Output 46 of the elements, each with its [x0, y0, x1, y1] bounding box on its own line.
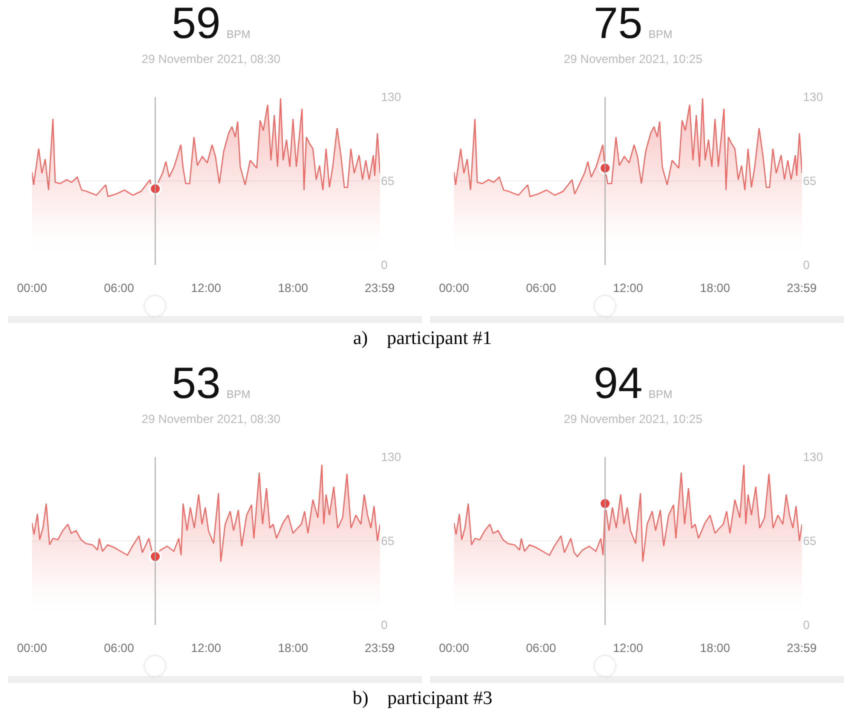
x-tick-label: 18:00 [700, 281, 730, 295]
x-tick-label: 06:00 [104, 281, 134, 295]
chart-subtitle: 29 November 2021, 08:30 [140, 412, 282, 426]
x-tick-label: 12:00 [190, 641, 222, 655]
chart-title: 59 [172, 0, 221, 48]
x-tick-label: 06:00 [104, 641, 134, 655]
text: a) participant #1 [352, 327, 493, 351]
y-tick-label: 65 [803, 174, 817, 188]
x-tick-label: 06:00 [526, 641, 556, 655]
chart-title: 53 [172, 359, 221, 408]
x-tick-label: 06:00 [526, 281, 556, 295]
chart-title: 75 [594, 0, 643, 48]
chart-subtitle: 29 November 2021, 08:30 [140, 52, 282, 66]
y-tick-label: 65 [381, 174, 395, 188]
y-tick-label: 130 [803, 450, 824, 464]
x-tick-label: 00:00 [16, 281, 48, 295]
x-tick-label: 00:00 [438, 281, 470, 295]
y-tick-label: 130 [381, 90, 402, 104]
chart-subtitle: 29 November 2021, 10:25 [562, 412, 704, 426]
y-tick-label: 130 [803, 90, 824, 104]
y-tick-label: 0 [803, 618, 810, 632]
y-tick-label: 0 [803, 258, 810, 272]
x-tick-label: 18:00 [278, 281, 308, 295]
text: b) participant #3 [352, 687, 494, 711]
text: BPM [226, 389, 250, 401]
y-tick-label: 65 [803, 534, 817, 548]
chart-subtitle: 29 November 2021, 10:25 [562, 52, 704, 66]
text: BPM [648, 29, 672, 41]
x-tick-label: 18:00 [700, 641, 730, 655]
x-tick-label: 12:00 [612, 281, 644, 295]
x-tick-label: 23:59 [364, 281, 396, 295]
x-tick-label: 23:59 [364, 641, 396, 655]
text: BPM [648, 389, 672, 401]
x-tick-label: 00:00 [438, 641, 470, 655]
x-tick-label: 00:00 [16, 641, 48, 655]
x-tick-label: 23:59 [786, 641, 818, 655]
chart-title: 94 [594, 359, 643, 408]
x-tick-label: 23:59 [786, 281, 818, 295]
y-tick-label: 65 [381, 534, 395, 548]
y-tick-label: 0 [381, 258, 388, 272]
x-tick-label: 12:00 [190, 281, 222, 295]
text: BPM [226, 29, 250, 41]
x-tick-label: 18:00 [278, 641, 308, 655]
x-tick-label: 12:00 [612, 641, 644, 655]
y-tick-label: 130 [381, 450, 402, 464]
y-tick-label: 0 [381, 618, 388, 632]
